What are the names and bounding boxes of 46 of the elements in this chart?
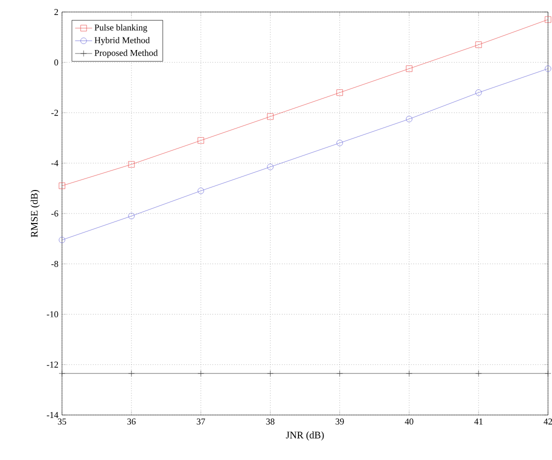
legend-label: Hybrid Method [94, 36, 150, 46]
x-tick-label: 39 [336, 418, 344, 425]
point [406, 116, 412, 122]
y-tick-label: -8 [51, 260, 58, 267]
point [58, 182, 66, 189]
point [475, 42, 482, 48]
point [198, 137, 204, 144]
y-tick-label: -2 [51, 110, 58, 116]
point [198, 188, 204, 194]
x-tick-label: 42 [544, 418, 552, 424]
point [267, 113, 274, 120]
y-tick-label: -6 [51, 210, 58, 217]
x-tick-label: 38 [266, 418, 274, 425]
point [267, 370, 274, 377]
point [406, 370, 412, 377]
legend-label: Pulse blanking [94, 24, 148, 32]
point [128, 161, 135, 168]
legend-label: Proposed Method [94, 50, 158, 58]
y-tick-label: -4 [51, 160, 58, 166]
point [336, 140, 343, 146]
point [544, 16, 552, 23]
y-tick-label: -10 [46, 311, 58, 318]
y-tick-label: 2 [54, 9, 58, 15]
point [58, 236, 66, 244]
x-axis-title: JNR (dB) [286, 431, 324, 440]
point [128, 212, 135, 220]
point [475, 89, 482, 96]
y-tick-label: -12 [46, 362, 58, 368]
y-axis-title: RMSE (dB) [30, 190, 40, 238]
point [406, 65, 412, 72]
y-tick-label: 0 [54, 59, 58, 66]
point [336, 370, 343, 377]
x-tick-label: 36 [127, 418, 136, 425]
point [267, 164, 274, 170]
x-tick-label: 35 [58, 418, 66, 425]
point [336, 89, 343, 96]
x-tick-label: 41 [474, 418, 483, 424]
x-tick-label: 40 [404, 418, 414, 425]
x-tick-label: 37 [196, 418, 206, 425]
y-tick-label: -14 [46, 412, 58, 418]
point [58, 370, 66, 377]
point [198, 370, 204, 377]
point [128, 370, 135, 377]
point [475, 370, 482, 377]
point [544, 370, 552, 377]
point [544, 65, 552, 72]
